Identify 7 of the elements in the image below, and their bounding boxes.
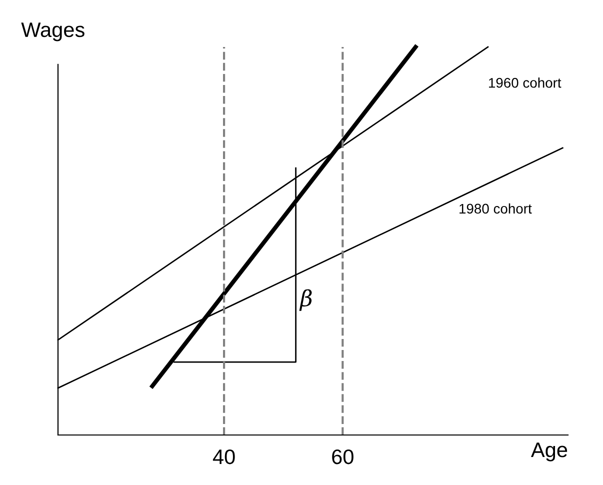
series-label: 1960 cohort [489, 78, 562, 88]
x-tick-label: 60 [332, 449, 354, 464]
y-axis-title: Wages [21, 22, 84, 42]
x-tick-label: 40 [212, 449, 235, 464]
x-axis-title: Age [530, 442, 568, 462]
annotation: β [299, 289, 312, 311]
series-label: 1980 cohort [460, 203, 532, 214]
